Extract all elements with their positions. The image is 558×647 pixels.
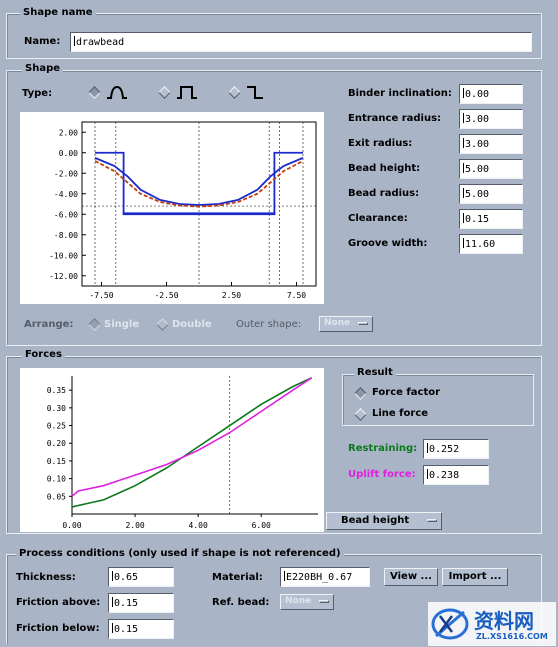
param-label: Bead radius: — [348, 188, 420, 199]
param-label: Entrance radius: — [348, 113, 442, 124]
round-bump-icon — [107, 85, 127, 99]
view-button[interactable]: View ... — [384, 568, 438, 586]
param-field[interactable]: 5.00 — [459, 184, 523, 204]
param-field[interactable]: 11.60 — [459, 234, 523, 254]
y-tick-label: 0.05 — [47, 492, 66, 501]
arrange-double-label: Double — [172, 319, 212, 330]
param-label: Exit radius: — [348, 138, 413, 149]
y-tick-label: 0.00 — [59, 149, 78, 158]
shape-group-title: Shape — [22, 63, 64, 74]
uplift-value: 0.238 — [423, 465, 489, 485]
forces-group-title: Forces — [22, 349, 65, 360]
param-field[interactable]: 3.00 — [459, 134, 523, 154]
shape-series-line — [94, 160, 304, 208]
thickness-field[interactable]: 0.65 — [108, 567, 174, 587]
step-icon — [247, 86, 263, 99]
line-force-label: Line force — [372, 408, 429, 419]
arrange-single-label: Single — [104, 319, 140, 330]
x-tick-label: 6.00 — [252, 521, 271, 530]
result-group-title: Result — [354, 367, 396, 378]
param-field[interactable]: 0.15 — [459, 209, 523, 229]
ref-bead-label: Ref. bead: — [212, 597, 270, 608]
x-tick-label: 4.00 — [189, 521, 208, 530]
arrange-label: Arrange: — [24, 319, 74, 330]
param-label: Binder inclination: — [348, 88, 452, 99]
y-tick-label: 0.15 — [47, 457, 66, 466]
material-label: Material: — [212, 572, 263, 583]
y-tick-label: 0.10 — [47, 475, 66, 484]
forces-group — [6, 356, 542, 534]
process-conditions-title: Process conditions (only used if shape i… — [16, 548, 344, 559]
result-group — [342, 374, 534, 426]
x-tick-label: -7.50 — [89, 291, 113, 300]
y-tick-label: 0.35 — [47, 386, 66, 395]
shape-series-line — [122, 212, 276, 215]
watermark-logo: 资料网 ZL.XS1616.COM — [428, 602, 556, 646]
force-factor-label: Force factor — [372, 387, 441, 398]
y-tick-label: -4.00 — [54, 190, 78, 199]
ref-bead-value: None — [285, 596, 312, 606]
y-tick-label: 2.00 — [59, 128, 78, 137]
option-menu-indicator-icon — [358, 322, 368, 325]
shape-group — [6, 70, 542, 346]
param-label: Clearance: — [348, 213, 408, 224]
option-menu-indicator-icon — [427, 519, 437, 522]
import-button[interactable]: Import ... — [442, 568, 508, 586]
shape-name-group-title: Shape name — [20, 7, 96, 18]
y-tick-label: -8.00 — [54, 231, 78, 240]
friction-below-label: Friction below: — [16, 623, 100, 634]
shape-series-line — [95, 151, 303, 216]
param-label: Bead height: — [348, 163, 421, 174]
uplift-label: Uplift force: — [348, 469, 416, 480]
name-label: Name: — [24, 36, 61, 47]
y-tick-label: -12.00 — [49, 272, 78, 281]
watermark-text: 资料网 — [474, 609, 534, 633]
x-axis-select-value: Bead height — [341, 515, 410, 526]
watermark-url: ZL.XS1616.COM — [476, 632, 548, 641]
restraining-value: 0.252 — [423, 439, 489, 459]
y-tick-label: -6.00 — [54, 210, 78, 219]
force-series-line — [71, 377, 313, 497]
outer-shape-label: Outer shape: — [236, 319, 302, 330]
shape-name-group — [6, 13, 542, 59]
shape-profile-chart: 2.00 0.00 -2.00 -4.00 -6.00 -8.00 -10.00 -12.00… — [20, 112, 324, 304]
force-series-line — [71, 377, 313, 508]
friction-below-field[interactable]: 0.15 — [108, 619, 174, 639]
type-label: Type: — [22, 88, 53, 99]
y-tick-label: -2.00 — [54, 169, 78, 178]
y-tick-label: 0.25 — [47, 422, 66, 431]
param-field[interactable]: 3.00 — [459, 109, 523, 129]
shape-profile-svg: 2.00 0.00 -2.00 -4.00 -6.00 -8.00 -10.00 -12.00… — [49, 121, 317, 300]
outer-shape-select[interactable]: None — [319, 316, 373, 332]
param-field[interactable]: 0.00 — [459, 84, 523, 104]
option-menu-indicator-icon — [319, 600, 329, 603]
y-tick-label: -10.00 — [49, 251, 78, 260]
param-label: Groove width: — [348, 238, 428, 249]
xs-logo-icon — [431, 608, 469, 640]
shape-series-line — [94, 157, 304, 206]
param-field[interactable]: 5.00 — [459, 159, 523, 179]
friction-above-label: Friction above: — [16, 597, 101, 608]
name-field[interactable]: drawbead — [70, 32, 532, 52]
friction-above-field[interactable]: 0.15 — [108, 593, 174, 613]
outer-shape-value: None — [324, 318, 351, 328]
square-bump-icon — [177, 86, 197, 99]
x-tick-label: -2.50 — [154, 291, 178, 300]
forces-chart: 0.35 0.30 0.25 0.20 0.15 0.10 0.05 0.00 2.00 4.00… — [20, 368, 324, 532]
ref-bead-select[interactable]: None — [280, 594, 334, 610]
material-field[interactable]: E220BH_0.67 — [280, 567, 370, 587]
restraining-label: Restraining: — [348, 443, 418, 454]
x-tick-label: 2.50 — [222, 291, 241, 300]
x-tick-label: 7.50 — [287, 291, 306, 300]
thickness-label: Thickness: — [16, 572, 76, 583]
x-tick-label: 2.00 — [125, 521, 144, 530]
x-tick-label: 0.00 — [62, 521, 81, 530]
y-tick-label: 0.30 — [47, 404, 66, 413]
forces-svg: 0.35 0.30 0.25 0.20 0.15 0.10 0.05 0.00 2.00 4.00… — [47, 376, 318, 530]
x-axis-select[interactable]: Bead height — [326, 512, 442, 530]
y-tick-label: 0.20 — [47, 439, 66, 448]
